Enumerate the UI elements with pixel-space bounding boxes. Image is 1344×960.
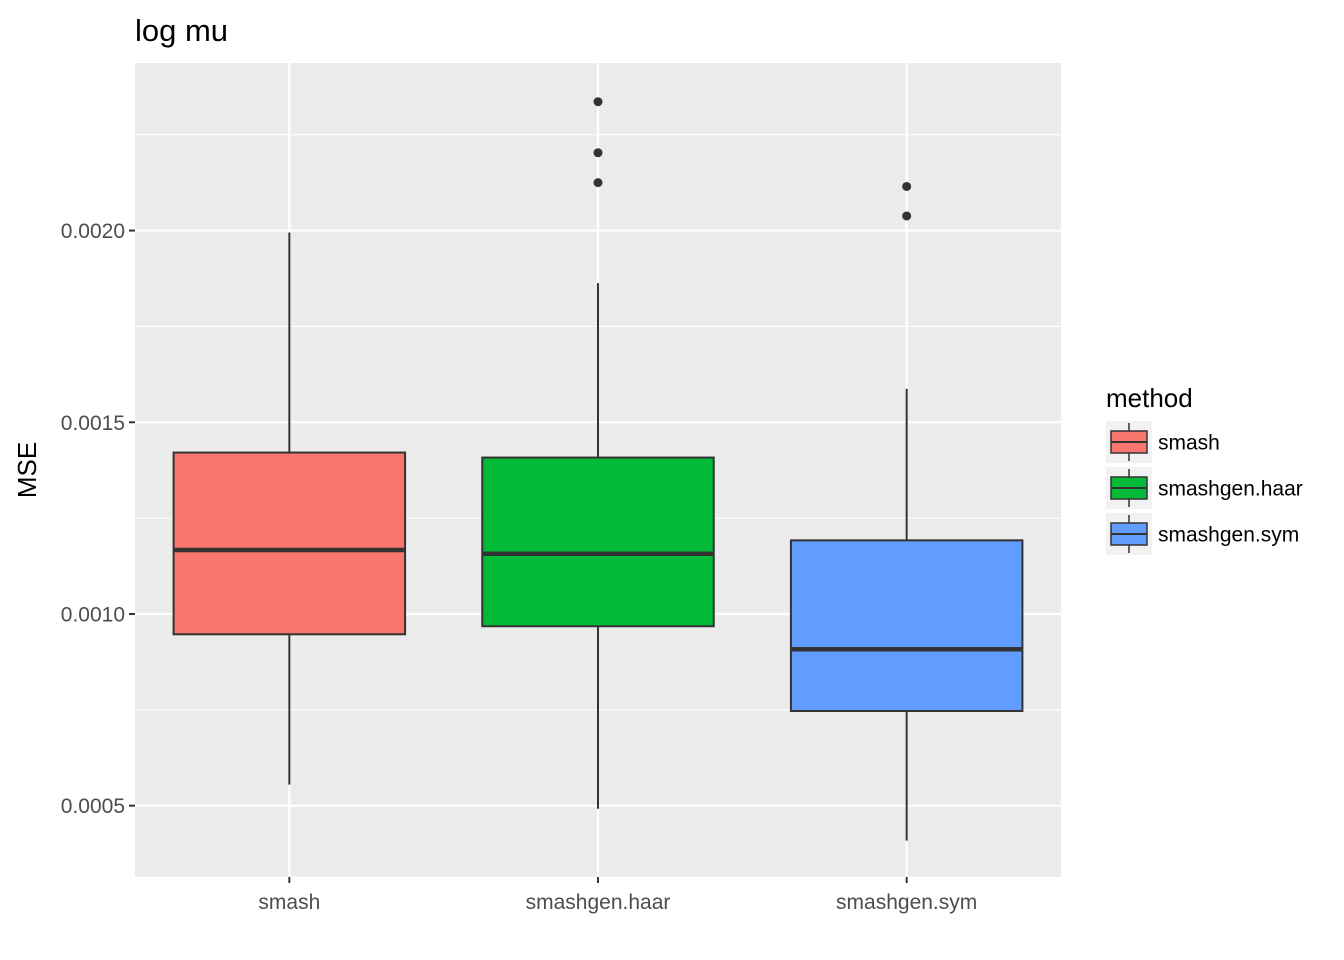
- y-tick-label: 0.0010: [61, 603, 125, 626]
- iqr-box: [789, 539, 1024, 712]
- legend-label: smashgen.sym: [1158, 524, 1299, 547]
- y-tick-label: 0.0020: [61, 220, 125, 243]
- legend-item-smash: smash: [1106, 421, 1220, 463]
- x-tick-label: smashgen.sym: [836, 891, 977, 914]
- y-axis-ticks: 0.0005 0.0010 0.0015 0.0020: [61, 220, 135, 818]
- legend-label: smash: [1158, 432, 1220, 455]
- legend-title: method: [1106, 383, 1193, 413]
- outlier-point: [902, 181, 912, 191]
- box-smash: [172, 232, 407, 785]
- legend-label: smashgen.haar: [1158, 478, 1303, 501]
- box-smashgen.haar: [481, 97, 715, 809]
- outlier-point: [593, 97, 603, 107]
- iqr-box: [172, 451, 407, 636]
- outlier-point: [593, 148, 603, 158]
- y-tick-label: 0.0015: [61, 412, 125, 435]
- legend-item-smashgen.haar: smashgen.haar: [1106, 467, 1303, 509]
- boxes-layer: [172, 97, 1024, 841]
- outlier-point: [593, 178, 603, 188]
- x-tick-label: smashgen.haar: [526, 891, 671, 914]
- y-tick-label: 0.0005: [61, 795, 125, 818]
- x-tick-label: smash: [258, 891, 320, 914]
- x-axis-ticks: smash smashgen.haar smashgen.sym: [258, 877, 977, 914]
- iqr-box: [481, 456, 715, 628]
- legend: method smash smashgen.haar smashgen.sym: [1106, 383, 1303, 555]
- legend-item-smashgen.sym: smashgen.sym: [1106, 513, 1299, 555]
- outlier-point: [902, 211, 912, 221]
- y-axis-title: MSE: [12, 442, 42, 498]
- box-smashgen.sym: [789, 181, 1024, 841]
- chart-title: log mu: [135, 13, 228, 48]
